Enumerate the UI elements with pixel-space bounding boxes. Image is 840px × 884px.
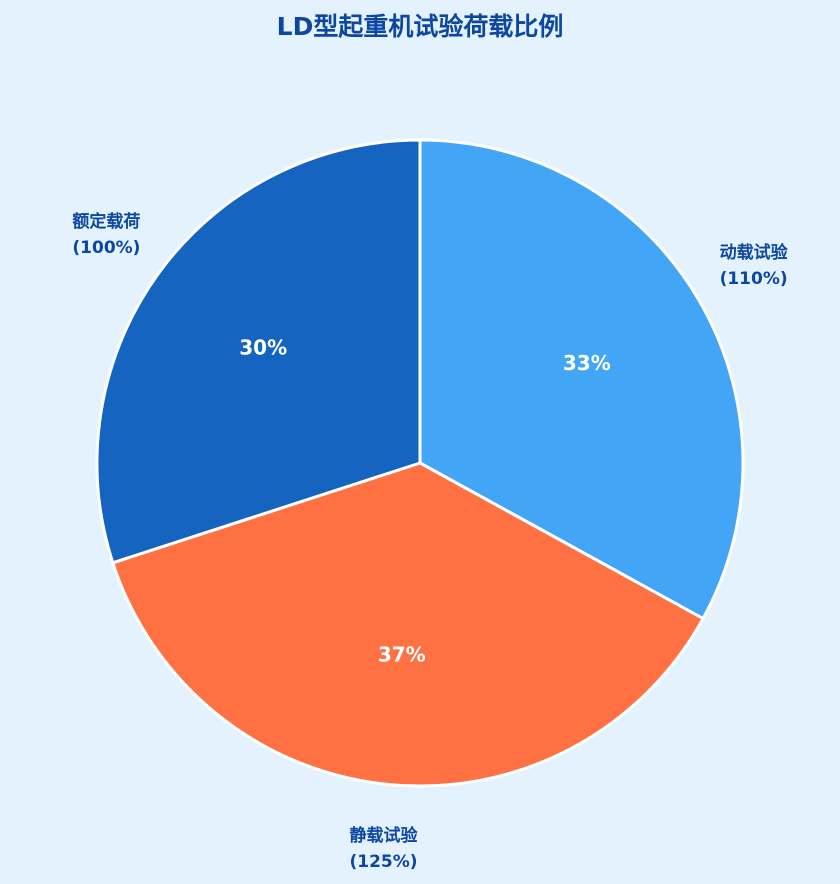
- value-label: 30%: [239, 336, 287, 360]
- category-label: 额定载荷 (100%): [72, 212, 141, 259]
- pie-slice: [110, 461, 706, 788]
- pie-slice: [95, 138, 422, 565]
- value-label: 37%: [378, 642, 426, 666]
- category-label: 静载试验 (125%): [349, 825, 418, 872]
- chart-title: LD型起重机试验荷载比例: [277, 12, 564, 41]
- value-label: 33%: [563, 351, 611, 375]
- category-label: 动载试验 (110%): [719, 242, 788, 289]
- pie-slice: [418, 138, 745, 621]
